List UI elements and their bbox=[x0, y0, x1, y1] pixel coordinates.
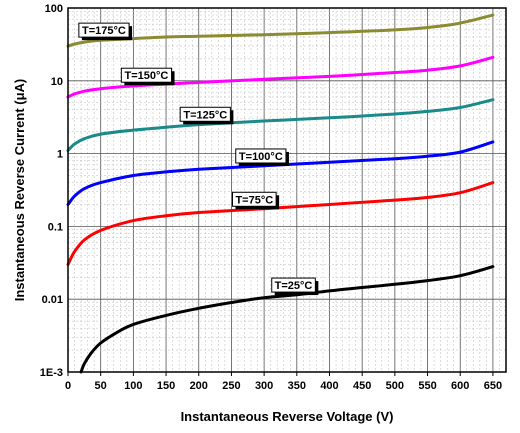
x-tick-label: 500 bbox=[386, 380, 404, 392]
curve-label-box bbox=[232, 191, 277, 207]
x-tick-label: 650 bbox=[484, 380, 502, 392]
x-tick-label: 550 bbox=[418, 380, 436, 392]
curve-label: T=75°C bbox=[235, 194, 273, 206]
series-line-0 bbox=[66, 13, 495, 48]
series-line-1 bbox=[66, 55, 495, 99]
curve-label: T=125°C bbox=[183, 109, 227, 121]
x-tick-label: 150 bbox=[157, 380, 175, 392]
curve-label-box bbox=[120, 67, 173, 83]
x-tick-label: 450 bbox=[353, 380, 371, 392]
x-tick-label: 0 bbox=[65, 380, 71, 392]
y-axis-ticks: 1E-3 0.01 0.1 1 10 100 bbox=[40, 3, 63, 379]
series-line-4 bbox=[66, 181, 495, 266]
x-tick-label: 200 bbox=[190, 380, 208, 392]
x-axis-ticks: 0 50 100 150 200 250 300 350 400 450 500 550 600 650 bbox=[65, 372, 502, 392]
chart-grid bbox=[68, 8, 506, 372]
y-tick-label: 1 bbox=[57, 149, 63, 161]
x-tick-label: 350 bbox=[288, 380, 306, 392]
x-tick-label: 50 bbox=[95, 380, 107, 392]
x-axis-label: Instantaneous Reverse Voltage (V) bbox=[181, 409, 394, 424]
curve-label: T=25°C bbox=[275, 280, 313, 292]
y-tick-label: 0.1 bbox=[48, 221, 63, 233]
series-line-2 bbox=[66, 98, 495, 153]
series-line-3 bbox=[66, 140, 495, 206]
curve-label-box bbox=[179, 106, 231, 122]
y-axis-label: Instantaneous Reverse Current (μA) bbox=[12, 79, 27, 302]
chart-curves bbox=[66, 13, 495, 374]
curve-label: T=150°C bbox=[125, 70, 169, 82]
curve-label-box bbox=[78, 22, 130, 38]
y-tick-label: 0.01 bbox=[42, 294, 63, 306]
x-tick-label: 250 bbox=[222, 380, 240, 392]
curve-label: T=100°C bbox=[239, 151, 283, 163]
plot-frame bbox=[67, 7, 507, 373]
y-tick-label: 100 bbox=[45, 3, 63, 15]
x-tick-label: 300 bbox=[255, 380, 273, 392]
y-tick-label: 10 bbox=[51, 76, 63, 88]
y-tick-label: 1E-3 bbox=[40, 367, 63, 379]
series-line-5 bbox=[79, 265, 495, 374]
curve-label-box bbox=[235, 148, 287, 164]
curve-label-box bbox=[271, 277, 316, 293]
curve-label: T=175°C bbox=[82, 25, 126, 37]
x-tick-label: 400 bbox=[320, 380, 338, 392]
x-tick-label: 600 bbox=[451, 380, 469, 392]
curve-labels: T=175°C T=150°C T=125°C T=100°C T=75°C T=25°C bbox=[78, 22, 319, 296]
x-tick-label: 100 bbox=[124, 380, 142, 392]
